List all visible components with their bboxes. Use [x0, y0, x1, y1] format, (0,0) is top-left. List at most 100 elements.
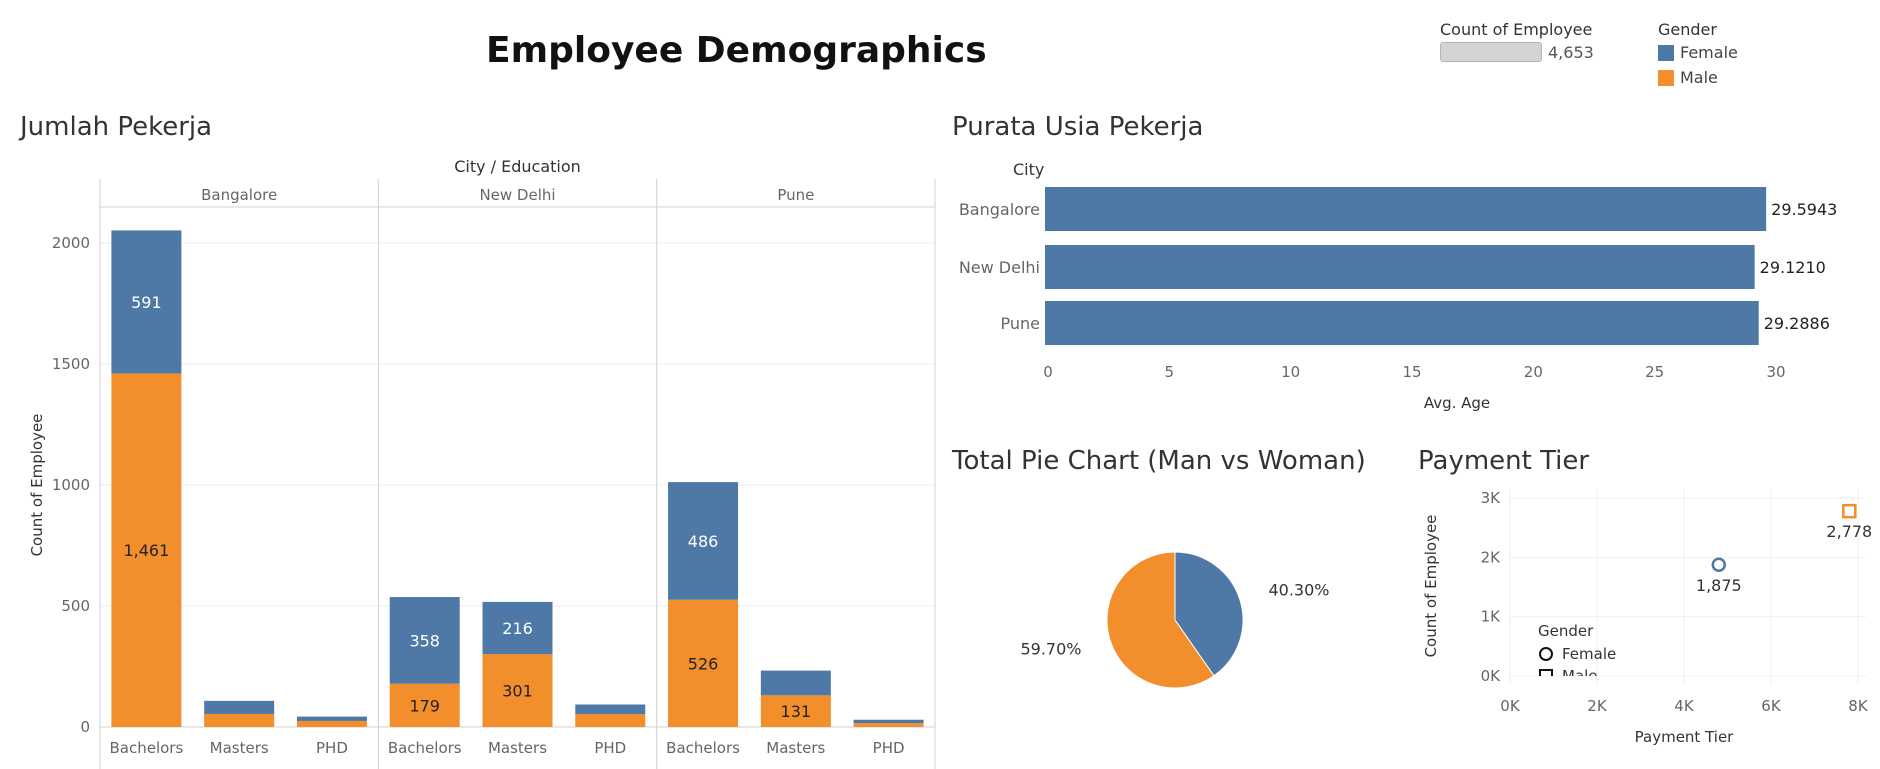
scatter-point-male: [1842, 503, 1857, 519]
x-tick-label: 6K: [1761, 697, 1782, 715]
bar-segment-male: [204, 713, 275, 727]
bar-chart-header: City / Education: [454, 157, 581, 176]
y-axis-label: Count of Employee: [1422, 515, 1440, 658]
x-tick-label: 2K: [1587, 697, 1608, 715]
bar-segment-male: [575, 714, 646, 727]
bar-data-label: 131: [781, 702, 812, 721]
section-title-purata: Purata Usia Pekerja: [952, 112, 1204, 142]
avg-age-bar: [1045, 301, 1759, 345]
y-tick-label: 1000: [52, 476, 90, 494]
bar-segment-male: [482, 654, 553, 727]
legend-label-female: Female: [1680, 43, 1738, 62]
count-filter-label: Count of Employee: [1440, 20, 1593, 39]
count-filter-value: 4,653: [1548, 42, 1594, 62]
bar-data-label: 301: [502, 682, 533, 701]
section-title-tier: Payment Tier: [1418, 446, 1590, 476]
bar-segment-female: [389, 597, 460, 684]
y-axis-label: Count of Employee: [28, 414, 46, 557]
x-tick-label: 4K: [1674, 697, 1695, 715]
x-tick-label: Masters: [766, 739, 825, 757]
bar-data-label: 216: [502, 619, 533, 638]
legend-square-icon: [1539, 669, 1553, 676]
scatter-point-label: 2,778: [1826, 522, 1872, 541]
female-swatch: [1658, 44, 1674, 61]
x-tick-label: 15: [1402, 363, 1421, 381]
x-axis-label: Avg. Age: [1424, 394, 1490, 412]
bar-segment-male: [853, 723, 924, 727]
pie-slice-female: [1174, 551, 1244, 677]
x-tick-label: Bachelors: [109, 739, 183, 757]
bar-segment-male: [296, 720, 367, 727]
y-tick-label: 1500: [52, 355, 90, 373]
section-title-jumlah: Jumlah Pekerja: [20, 112, 213, 142]
x-tick-label: Bachelors: [666, 739, 740, 757]
pie-slice-male: [1106, 551, 1215, 689]
avg-age-bar-chart: City Bangalore 29.5943 New Delhi 29.1210 Pune…: [959, 160, 1838, 412]
scatter-legend-title: Gender: [1538, 622, 1594, 640]
x-tick-label: PHD: [873, 739, 905, 757]
stacked-bar-chart: City / Education 0 500 1000 1500 2000 Count of…: [28, 157, 936, 769]
x-tick-label: 8K: [1848, 697, 1869, 715]
y-tick-label: 0K: [1481, 667, 1502, 685]
bar-segment-male: [760, 695, 831, 727]
avg-age-label: 29.1210: [1760, 258, 1826, 277]
legend-circle-icon: [1539, 647, 1553, 661]
scatter-point-female: [1711, 557, 1727, 572]
bar-data-label: 486: [688, 532, 719, 551]
avg-age-label: 29.5943: [1771, 200, 1837, 219]
x-tick-label: 0K: [1500, 697, 1521, 715]
dashboard-title: Employee Demographics: [486, 30, 987, 71]
bar-segment-male: [668, 599, 739, 727]
city-label-new-delhi: New Delhi: [959, 258, 1040, 277]
x-tick-label: 10: [1281, 363, 1300, 381]
male-swatch: [1658, 69, 1674, 86]
gender-legend: Gender Female Male: [1658, 20, 1738, 87]
scatter-legend-label: Female: [1562, 645, 1616, 663]
legend-label-male: Male: [1680, 68, 1718, 87]
bar-data-label: 591: [131, 293, 162, 312]
x-tick-label: 0: [1043, 363, 1053, 381]
x-tick-label: Masters: [488, 739, 547, 757]
scatter-legend-label: Male: [1562, 667, 1598, 685]
section-title-pie: Total Pie Chart (Man vs Woman): [952, 446, 1366, 476]
x-tick-label: PHD: [316, 739, 348, 757]
x-tick-label: 30: [1766, 363, 1785, 381]
y-tick-label: 0: [80, 718, 90, 736]
bar-segment-female: [853, 719, 924, 724]
avg-age-label: 29.2886: [1764, 314, 1830, 333]
y-tick-label: 1K: [1481, 608, 1502, 626]
bar-segment-male: [111, 373, 182, 727]
legend-item-female[interactable]: Female: [1658, 43, 1738, 62]
y-tick-label: 500: [61, 597, 90, 615]
y-tick-label: 2K: [1481, 548, 1502, 566]
x-tick-label: PHD: [594, 739, 626, 757]
scatter-point-label: 1,875: [1696, 576, 1742, 595]
gender-legend-title: Gender: [1658, 20, 1717, 39]
bar-segment-female: [204, 700, 275, 714]
bar-segment-female: [668, 482, 739, 600]
bar-data-label: 179: [409, 696, 440, 715]
x-tick-label: 20: [1524, 363, 1543, 381]
city-header: City: [1013, 160, 1044, 179]
y-tick-label: 2000: [52, 234, 90, 252]
avg-age-bar: [1045, 187, 1767, 231]
payment-tier-scatter: 0K 1K 2K 3K 0K 2K 4K 6K 8K Payment Tier Count of E…: [1422, 488, 1872, 746]
group-label-new-delhi: New Delhi: [479, 186, 555, 204]
city-label-bangalore: Bangalore: [959, 200, 1040, 219]
x-tick-label: Masters: [210, 739, 269, 757]
gender-pie-chart: 40.30% 59.70%: [1020, 551, 1330, 689]
count-filter-slider[interactable]: [1440, 42, 1542, 62]
bar-segment-female: [482, 601, 553, 655]
avg-age-bar: [1045, 245, 1755, 289]
x-tick-label: 25: [1645, 363, 1664, 381]
count-filter[interactable]: Count of Employee 4,653: [1440, 20, 1594, 62]
group-label-bangalore: Bangalore: [201, 186, 277, 204]
bar-segment-female: [296, 716, 367, 721]
bar-segment-female: [760, 670, 831, 696]
bar-segment-male: [389, 683, 460, 727]
bar-data-label: 1,461: [123, 541, 169, 560]
scatter-gender-legend: Gender Female Male: [1538, 622, 1616, 685]
legend-item-male[interactable]: Male: [1658, 68, 1738, 87]
y-tick-label: 3K: [1481, 489, 1502, 507]
group-label-pune: Pune: [777, 186, 814, 204]
